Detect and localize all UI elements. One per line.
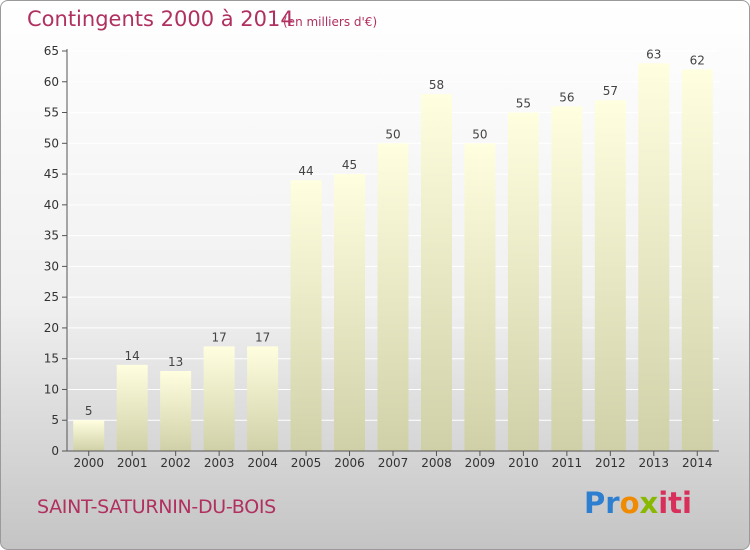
- y-tick-label: 25: [44, 290, 59, 304]
- logo-part: Pr: [584, 486, 620, 520]
- x-tick-label-2011: 2011: [552, 456, 583, 470]
- y-tick-label: 20: [44, 321, 59, 335]
- proxiti-logo: Proxiti: [584, 486, 692, 520]
- y-tick-label: 30: [44, 259, 59, 273]
- data-label-2008: 58: [429, 78, 444, 92]
- data-label-2002: 13: [168, 355, 183, 369]
- x-tick-label-2014: 2014: [682, 456, 713, 470]
- x-tick-label-2002: 2002: [160, 456, 191, 470]
- data-label-2004: 17: [255, 330, 270, 344]
- bar-2004: [247, 346, 279, 451]
- logo-part: iti: [658, 486, 692, 520]
- y-tick-label: 5: [51, 413, 59, 427]
- bar-2007: [377, 143, 409, 452]
- y-tick-label: 35: [44, 229, 59, 243]
- y-tick-label: 55: [44, 106, 59, 120]
- y-tick-label: 40: [44, 198, 59, 212]
- bar-2010: [507, 112, 539, 452]
- bar-2003: [203, 346, 235, 451]
- data-label-2000: 5: [85, 404, 93, 418]
- x-tick-label-2010: 2010: [508, 456, 539, 470]
- x-tick-label-2013: 2013: [639, 456, 670, 470]
- data-label-2014: 62: [690, 53, 705, 67]
- bar-2011: [551, 106, 583, 451]
- data-label-2006: 45: [342, 158, 357, 172]
- bar-2013: [638, 63, 670, 452]
- x-tick-label-2003: 2003: [204, 456, 235, 470]
- chart-title: Contingents 2000 à 2014: [27, 7, 294, 31]
- y-tick-label: 0: [51, 444, 59, 458]
- data-label-2009: 50: [472, 127, 487, 141]
- logo-part: x: [639, 486, 659, 520]
- bar-2006: [334, 174, 366, 452]
- y-tick-label: 60: [44, 75, 59, 89]
- data-label-2007: 50: [385, 127, 400, 141]
- logo-part: o: [619, 486, 640, 520]
- bar-2001: [116, 364, 148, 451]
- x-tick-label-2005: 2005: [291, 456, 322, 470]
- bar-2012: [594, 100, 626, 451]
- data-label-2013: 63: [646, 47, 661, 61]
- axes: 0 5 10 15 20 25 30 35 40 45 50 55 60 65 2000 2001 2002 20…: [44, 44, 719, 470]
- y-tick-label: 15: [44, 352, 59, 366]
- data-label-2001: 14: [125, 349, 140, 363]
- data-label-2012: 57: [603, 84, 618, 98]
- y-tick-label: 65: [44, 44, 59, 58]
- x-tick-label-2007: 2007: [378, 456, 409, 470]
- y-tick-label: 50: [44, 136, 59, 150]
- bar-2002: [160, 371, 192, 451]
- x-tick-label-2001: 2001: [117, 456, 148, 470]
- data-label-2010: 55: [516, 97, 531, 111]
- bar-2000: [73, 420, 105, 451]
- bar-2014: [681, 69, 713, 451]
- commune-name: SAINT-SATURNIN-DU-BOIS: [37, 496, 276, 518]
- data-labels: 5 14 13 17 17 44 45 50 58 50 55 56 57 63 62: [85, 47, 705, 418]
- x-tick-label-2009: 2009: [465, 456, 496, 470]
- x-tick-label-2000: 2000: [73, 456, 104, 470]
- x-tick-label-2006: 2006: [334, 456, 365, 470]
- y-tick-label: 10: [44, 382, 59, 396]
- data-label-2003: 17: [211, 330, 226, 344]
- bars: [73, 63, 713, 452]
- x-tick-label-2012: 2012: [595, 456, 626, 470]
- data-label-2005: 44: [298, 164, 313, 178]
- y-tick-label: 45: [44, 167, 59, 181]
- x-tick-label-2008: 2008: [421, 456, 452, 470]
- bar-2008: [420, 94, 452, 452]
- data-label-2011: 56: [559, 90, 574, 104]
- bar-2005: [290, 180, 322, 451]
- x-tick-label-2004: 2004: [247, 456, 278, 470]
- bar-2009: [464, 143, 496, 452]
- chart-subtitle: (en milliers d'€): [283, 15, 378, 29]
